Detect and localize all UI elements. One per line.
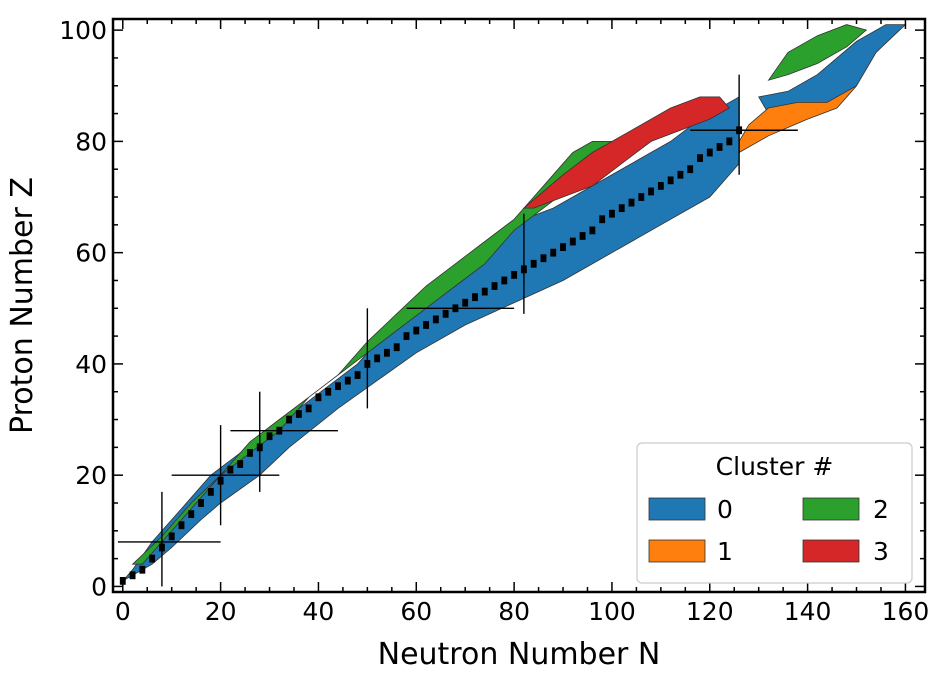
stable-cell [472,293,478,302]
stable-cell [599,215,606,224]
x-axis-ticks: 0 20 40 60 80 100 120 140 160 [115,19,929,626]
stable-cell [207,487,214,496]
stable-cell [335,382,341,391]
stable-cell [481,287,488,296]
stable-cell [609,209,615,218]
stable-cell [227,465,234,474]
x-tick-label: 20 [205,597,237,626]
stable-cell [501,276,508,285]
stable-cell [403,332,410,340]
y-tick-label: 100 [59,16,107,45]
stable-cell [511,271,518,279]
stable-cell [139,565,146,574]
stable-cell [648,187,655,196]
legend: Cluster # 0 1 2 3 [636,442,913,584]
stable-cell [716,143,723,151]
x-axis-title: Neutron Number N [378,637,661,672]
cluster-3-region-5 [522,96,730,209]
x-tick-label: 140 [784,597,832,626]
stable-cell [491,282,498,290]
cluster-regions [122,24,907,582]
stable-cell [315,393,322,402]
x-tick-label: 160 [882,597,930,626]
stable-cell [149,554,156,563]
stable-cell [168,532,175,541]
stable-cell [129,571,136,580]
stable-cell [697,154,703,162]
stable-cell [325,387,332,396]
stable-cell [178,521,185,530]
stable-cell [198,499,204,507]
stable-cell [432,315,439,324]
stable-cell [530,259,537,268]
y-tick-label: 0 [91,572,107,601]
x-tick-label: 60 [400,597,432,626]
legend-entry-label: 1 [717,537,733,566]
stable-cell [706,148,713,157]
stable-cell [413,326,420,335]
cluster-2-region-4 [767,24,868,81]
y-axis-title: Proton Number Z [5,177,40,434]
stable-cell [354,371,361,379]
y-tick-label: 80 [75,127,107,156]
y-tick-label: 60 [75,239,107,268]
stable-cell [589,226,596,235]
stable-cell [638,193,645,201]
stable-cell [628,198,635,207]
x-tick-label: 0 [115,597,131,626]
plot-frame [111,17,927,594]
stable-cell [687,165,694,174]
stable-cell [667,176,674,185]
x-tick-label: 40 [303,597,335,626]
stable-cell [237,460,244,468]
stable-cell [657,181,664,190]
stable-cell [550,248,557,257]
stable-cell [119,576,126,585]
legend-swatch [648,497,706,521]
stable-cell [286,415,293,424]
stable-cell [393,343,400,352]
stable-cell [726,137,733,146]
legend-swatch [802,497,860,521]
legend-entry-label: 3 [873,537,889,566]
legend-swatch [802,539,860,563]
stable-cell [442,309,449,318]
stable-cell [383,348,390,357]
stable-cell [462,298,469,307]
stable-cell [540,254,547,263]
stable-cell [247,449,253,457]
x-tick-label: 120 [686,597,734,626]
stable-cell [579,232,586,240]
magic-lines-group [117,74,798,587]
stable-cell [569,237,576,246]
stable-cell [305,404,312,413]
stable-cell [423,321,429,329]
legend-swatch [648,539,706,563]
legend-entry-label: 0 [717,495,733,524]
stable-cell [188,510,195,519]
stable-cell [374,354,381,363]
x-tick-label: 100 [588,597,636,626]
x-tick-label: 80 [498,597,530,626]
legend-title: Cluster # [716,452,834,481]
legend-entry-label: 2 [873,495,889,524]
y-tick-label: 40 [75,350,107,379]
stable-cell [560,243,566,251]
stable-cell [295,410,302,418]
stable-cell [344,376,351,385]
stable-cell [618,204,625,213]
stable-cell [677,170,684,179]
y-tick-label: 20 [75,461,107,490]
stable-cell [266,432,273,441]
